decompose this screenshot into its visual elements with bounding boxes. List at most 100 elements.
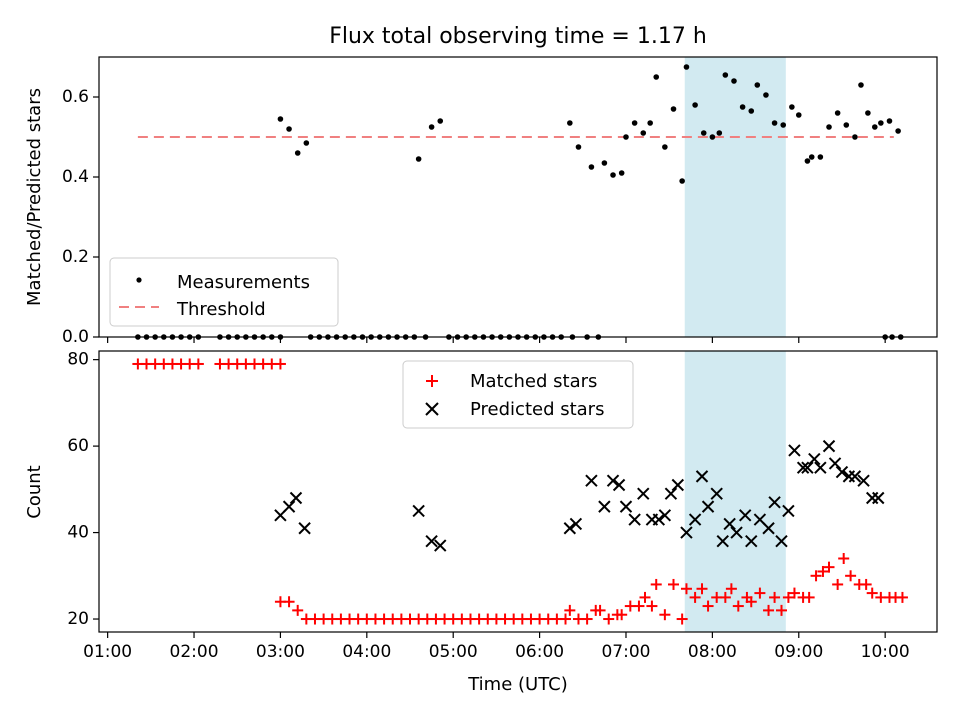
- predicted-star-point: [865, 491, 879, 505]
- predicted-star-point: [425, 535, 438, 548]
- matched-star-point: [788, 587, 800, 599]
- chart-title: Flux total observing time = 1.17 h: [329, 24, 707, 49]
- x-tick-label: 06:00: [515, 642, 564, 662]
- top-highlight-span: [684, 57, 786, 337]
- y-tick-label: 60: [67, 436, 89, 456]
- y-tick-label: 0.4: [62, 167, 89, 187]
- predicted-star-point: [730, 526, 743, 539]
- matched-star-point: [633, 600, 645, 612]
- legend-threshold-label: Threshold: [176, 299, 266, 320]
- x-axis-label: Time (UTC): [467, 674, 568, 695]
- predicted-star-point: [814, 461, 827, 474]
- matched-star-point: [754, 587, 766, 599]
- measurement-point: [437, 118, 444, 124]
- measurement-point: [780, 122, 787, 128]
- predicted-stars-points: [274, 439, 885, 552]
- x-tick-label: 01:00: [83, 642, 132, 662]
- legend-matched-label: Matched stars: [470, 371, 597, 392]
- bottom-x-ticks: 01:00 02:00 03:00 04:00 05:00 06:00 07:00 08:00…: [83, 632, 910, 662]
- predicted-star-point: [822, 439, 836, 453]
- measurement-point: [722, 72, 729, 78]
- bottom-legend: Matched stars Predicted stars: [402, 360, 634, 429]
- measurement-point: [277, 116, 284, 122]
- matched-star-point: [782, 591, 794, 603]
- x-tick-label: 03:00: [256, 642, 305, 662]
- measurement-point: [858, 82, 864, 88]
- predicted-star-point: [298, 522, 311, 535]
- predicted-star-point: [652, 513, 666, 526]
- predicted-star-point: [289, 491, 303, 505]
- matched-star-point: [676, 613, 688, 625]
- matched-star-point: [732, 600, 744, 612]
- predicted-star-point: [835, 465, 849, 479]
- matched-star-point: [860, 578, 872, 590]
- matched-star-point: [560, 613, 572, 625]
- predicted-star-point: [619, 500, 633, 513]
- predicted-star-point: [739, 509, 752, 522]
- predicted-star-point: [762, 522, 775, 535]
- predicted-star-point: [434, 539, 447, 552]
- measurement-point: [804, 158, 811, 164]
- matched-star-point: [769, 591, 781, 603]
- measurement-point: [415, 156, 422, 162]
- measurement-point: [771, 120, 778, 126]
- measurement-point: [679, 178, 685, 184]
- measurement-point: [294, 150, 301, 156]
- measurement-point: [640, 130, 647, 136]
- measurement-point: [670, 106, 677, 112]
- predicted-star-point: [872, 491, 885, 505]
- matched-star-point: [763, 604, 775, 616]
- predicted-star-point: [628, 513, 641, 526]
- measurement-point: [623, 134, 629, 140]
- measurement-point: [834, 110, 841, 116]
- matched-star-point: [745, 596, 757, 608]
- x-tick-label: 05:00: [429, 642, 478, 662]
- matched-star-point: [845, 570, 857, 582]
- measurement-point: [886, 118, 893, 124]
- measurement-point: [618, 170, 625, 176]
- matched-star-point: [775, 604, 787, 616]
- x-tick-label: 02:00: [170, 642, 219, 662]
- top-x-ticks: [107, 337, 886, 343]
- x-tick-label: 08:00: [688, 642, 737, 662]
- top-axes-frame: [98, 56, 938, 338]
- predicted-star-point: [680, 526, 693, 539]
- measurement-point: [428, 124, 435, 130]
- predicted-star-point: [612, 478, 626, 492]
- measurement-point: [852, 134, 858, 140]
- top-y-axis-label: Matched/Predicted stars: [24, 88, 45, 306]
- matched-star-point: [838, 553, 850, 565]
- bottom-y-ticks: 20 40 60 80: [67, 350, 99, 629]
- matched-star-point: [696, 583, 708, 595]
- top-y-ticks: 0.0 0.2 0.4 0.6: [62, 87, 99, 347]
- predicted-star-point: [701, 500, 715, 513]
- x-tick-label: 04:00: [342, 642, 391, 662]
- predicted-star-point: [585, 474, 598, 487]
- y-tick-label: 40: [67, 523, 89, 543]
- predicted-star-point: [282, 500, 296, 513]
- matched-star-point: [896, 591, 908, 603]
- matched-star-point: [616, 609, 628, 621]
- legend-predicted-label: Predicted stars: [470, 399, 604, 420]
- top-legend: Measurements Threshold: [109, 257, 339, 327]
- x-tick-label: 10:00: [861, 642, 910, 662]
- x-tick-label: 09:00: [774, 642, 823, 662]
- matched-star-point: [817, 565, 829, 577]
- legend-predicted-marker: [425, 402, 439, 416]
- measurement-point: [865, 110, 871, 116]
- predicted-star-point: [848, 470, 862, 483]
- matched-star-point: [646, 600, 658, 612]
- y-tick-label: 80: [67, 350, 89, 370]
- top-legend-box: [109, 257, 339, 327]
- predicted-star-point: [768, 496, 781, 509]
- measurement-point: [647, 120, 653, 126]
- predicted-star-point: [745, 535, 758, 548]
- measurement-point: [575, 144, 582, 150]
- measurement-point: [692, 102, 698, 108]
- predicted-star-point: [723, 517, 736, 531]
- predicted-star-point: [788, 444, 801, 457]
- measurement-point: [731, 78, 737, 84]
- predicted-star-point: [658, 509, 672, 522]
- predicted-star-point: [569, 517, 583, 531]
